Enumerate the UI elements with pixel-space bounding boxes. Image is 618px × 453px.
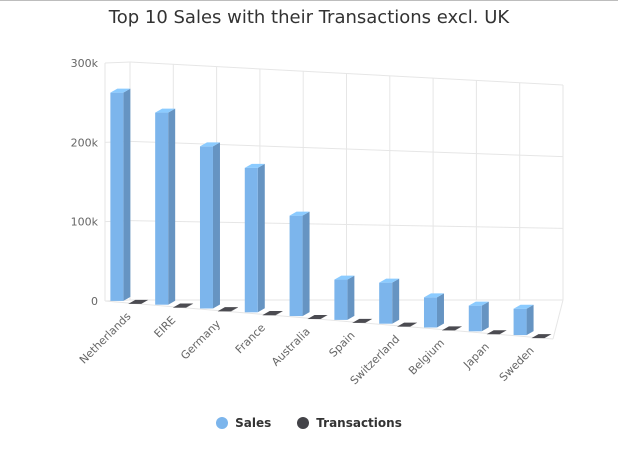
bar-sales-side (392, 278, 400, 324)
bar-sales-8[interactable] (468, 301, 489, 332)
bar-transactions-top (128, 299, 149, 304)
bar-sales-2[interactable] (199, 142, 220, 309)
bar-transactions-side (454, 326, 462, 331)
bar-transactions-8[interactable] (486, 330, 507, 335)
bar-transactions-3[interactable] (262, 311, 283, 316)
x-tick-label: Belgium (406, 336, 447, 377)
x-tick-label: France (233, 321, 268, 356)
bar-sales-side (436, 293, 444, 328)
y-axis-labels: 0 100k 200k 300k (71, 57, 99, 308)
bar-sales-top (379, 278, 400, 283)
legend-swatch-sales (216, 417, 229, 429)
bar-transactions-side (275, 311, 283, 316)
legend-item-sales[interactable]: Sales (216, 416, 271, 430)
bar-sales-side (526, 304, 534, 336)
bar-transactions-side (141, 299, 149, 304)
bar-transactions-top (262, 311, 283, 316)
bar-sales-top (423, 293, 444, 298)
bar-transactions-9[interactable] (531, 334, 552, 339)
bar-sales-6[interactable] (379, 278, 400, 324)
bar-sales-9[interactable] (513, 304, 534, 336)
bar-transactions-top (397, 322, 418, 327)
chart-title: Top 10 Sales with their Transactions exc… (108, 7, 510, 28)
bar-sales-front (155, 112, 169, 305)
bar-sales-3[interactable] (244, 163, 265, 313)
bar-sales-side (481, 301, 489, 332)
chart-legend: Sales Transactions (0, 416, 618, 430)
legend-label-sales: Sales (235, 416, 272, 430)
bar-transactions-side (365, 318, 373, 323)
bar-sales-top (155, 108, 176, 113)
x-tick-label: Sweden (497, 344, 537, 384)
bar-transactions-side (320, 315, 328, 320)
bar-transactions-top (486, 330, 507, 335)
y-tick-label: 200k (71, 136, 99, 149)
bar-sales-0[interactable] (110, 88, 131, 301)
bar-sales-front (334, 279, 348, 320)
bar-sales-7[interactable] (423, 293, 444, 328)
bar-sales-top (199, 142, 220, 147)
bar-sales-top (468, 301, 489, 306)
bar-sales-5[interactable] (334, 275, 355, 320)
bar-sales-side (302, 211, 310, 317)
bar-sales-top (110, 88, 131, 93)
bar-transactions-5[interactable] (352, 318, 373, 323)
bar-sales-side (347, 275, 355, 320)
x-tick-label: Australia (269, 325, 313, 369)
bar-sales-front (423, 297, 437, 328)
bar-sales-top (513, 304, 534, 309)
y-tick-label: 300k (71, 57, 99, 70)
bar-transactions-7[interactable] (441, 326, 462, 331)
bar-sales-front (110, 92, 124, 301)
bar-sales-side (168, 108, 176, 305)
bar-transactions-top (531, 334, 552, 339)
bar-sales-front (199, 146, 213, 309)
chart-bars (110, 88, 552, 339)
x-tick-label: Netherlands (77, 310, 134, 367)
x-tick-label: Spain (327, 329, 358, 360)
bar-sales-side (212, 142, 220, 309)
bar-transactions-0[interactable] (128, 299, 149, 304)
bar-transactions-1[interactable] (173, 303, 194, 308)
legend-label-transactions: Transactions (316, 416, 402, 430)
bar-sales-4[interactable] (289, 211, 310, 317)
bar-transactions-4[interactable] (307, 315, 328, 320)
bar-transactions-side (230, 307, 238, 312)
bar-sales-top (244, 163, 265, 168)
x-tick-label: EIRE (152, 314, 179, 341)
x-tick-label: Switzerland (348, 333, 403, 388)
bar-transactions-top (173, 303, 194, 308)
x-tick-label: Germany (178, 317, 223, 362)
top-border (0, 0, 618, 1)
y-tick-label: 100k (71, 216, 99, 229)
bar-sales-front (513, 308, 527, 336)
gridline-side (104, 61, 131, 64)
bar-sales-1[interactable] (155, 108, 176, 305)
bar-transactions-side (186, 303, 194, 308)
legend-item-transactions[interactable]: Transactions (297, 416, 402, 430)
bar-sales-side (123, 88, 131, 301)
x-tick-label: Japan (460, 340, 492, 372)
legend-swatch-transactions (297, 417, 310, 429)
bar-transactions-top (307, 315, 328, 320)
axis-line (552, 299, 564, 340)
bar-sales-front (379, 282, 393, 324)
bar-transactions-side (499, 330, 507, 335)
bar-sales-side (257, 163, 265, 313)
x-axis-labels: Netherlands EIRE Germany France Australia Spa… (77, 310, 537, 388)
bar-transactions-2[interactable] (217, 307, 238, 312)
bar-transactions-top (217, 307, 238, 312)
bar-sales-top (334, 275, 355, 280)
bar-sales-front (468, 305, 482, 332)
bar-transactions-side (544, 334, 552, 339)
bar-transactions-side (410, 322, 418, 327)
bar-sales-front (289, 215, 303, 317)
bar-transactions-6[interactable] (397, 322, 418, 327)
bar-transactions-top (441, 326, 462, 331)
bar-transactions-top (352, 318, 373, 323)
bar-sales-top (289, 211, 310, 216)
y-tick-label: 0 (91, 295, 98, 308)
bar-sales-front (244, 167, 258, 313)
